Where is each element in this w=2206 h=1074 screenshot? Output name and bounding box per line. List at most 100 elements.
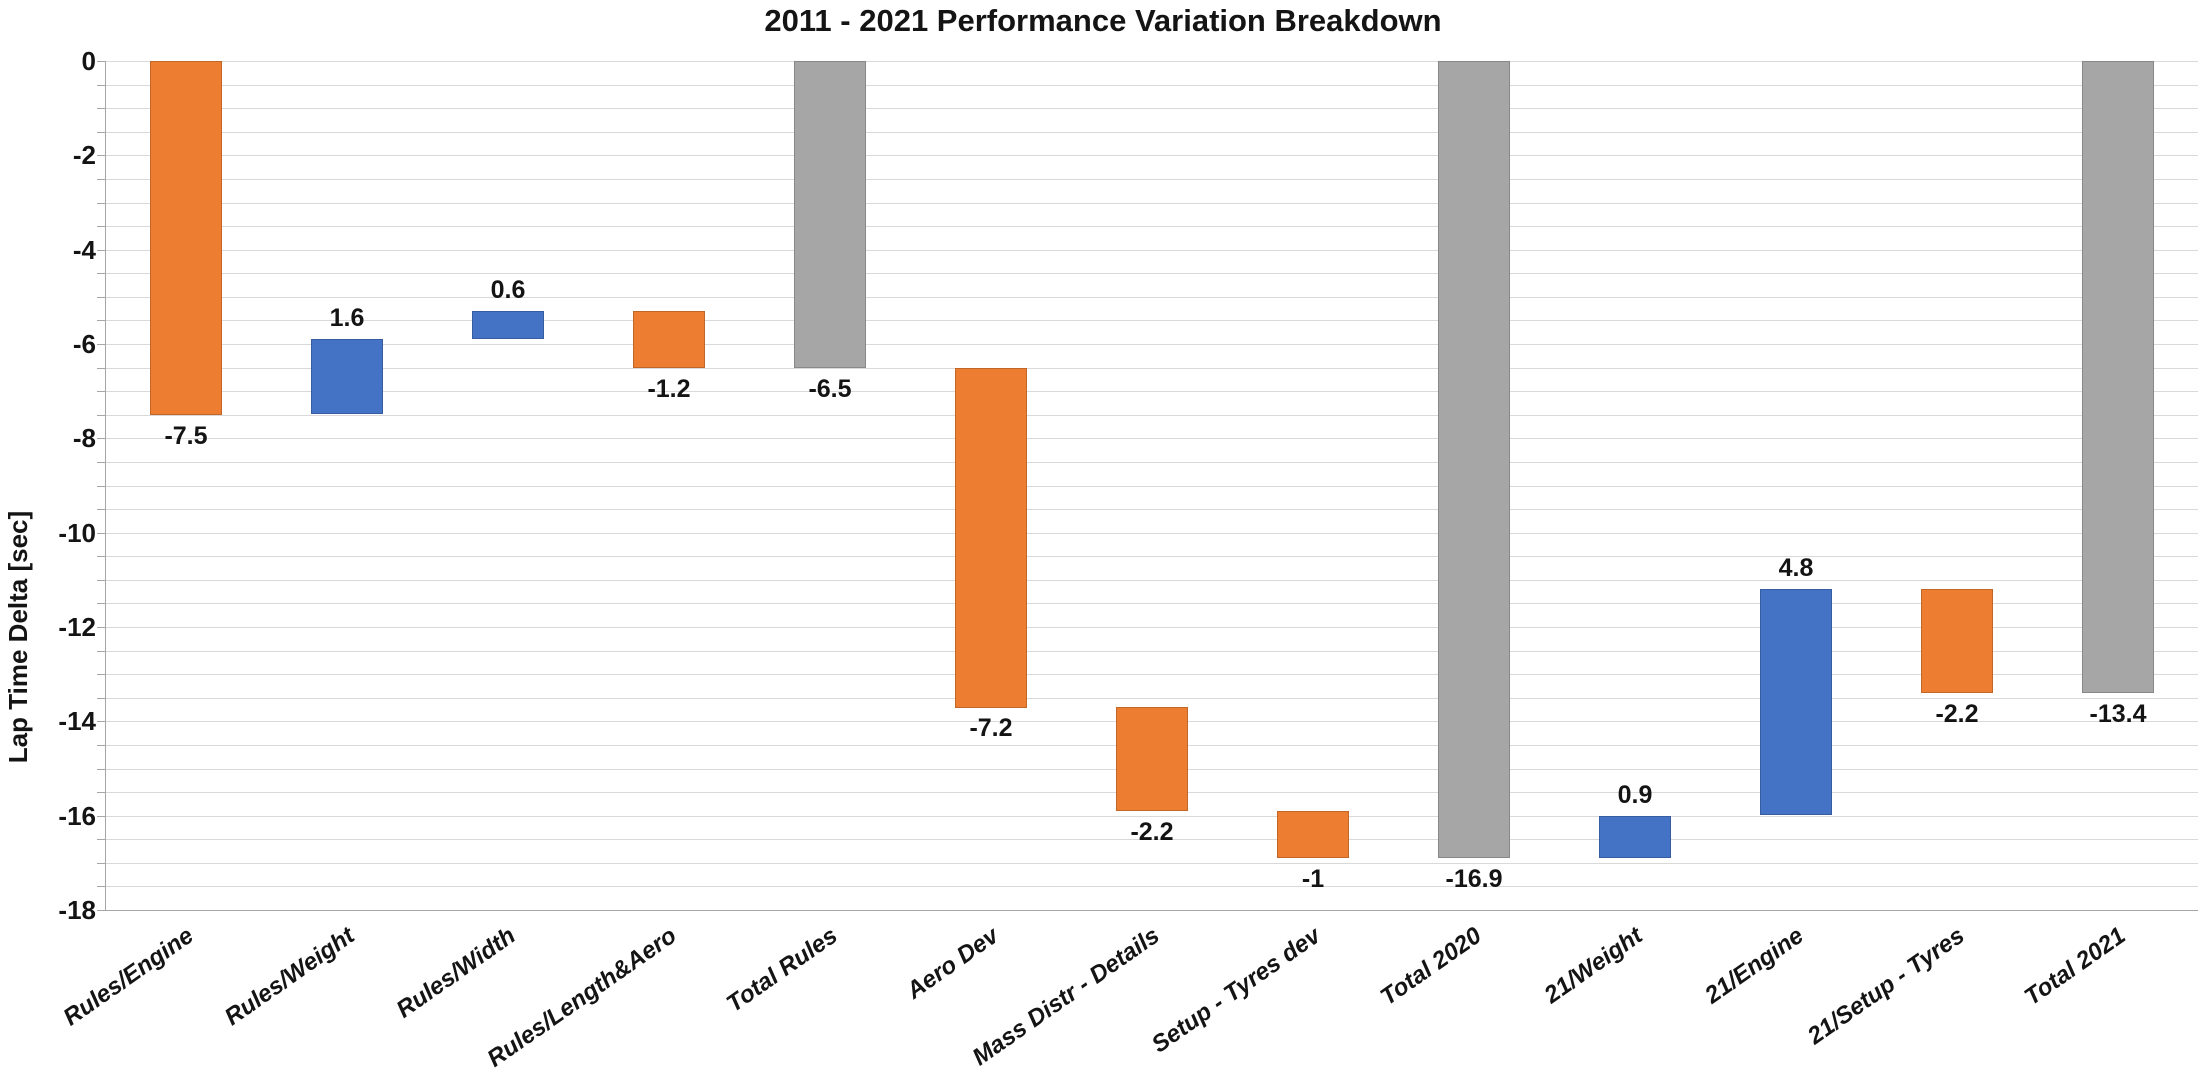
y-tick-mark bbox=[97, 462, 105, 463]
bar-rules-width bbox=[472, 311, 544, 339]
y-tick-mark bbox=[97, 627, 105, 628]
bar-total-2021 bbox=[2082, 61, 2154, 693]
bar-value-label: 4.8 bbox=[1778, 554, 1814, 582]
gridline bbox=[105, 320, 2198, 321]
y-tick-mark bbox=[97, 179, 105, 180]
y-tick-mark bbox=[97, 863, 105, 864]
y-tick-mark bbox=[97, 745, 105, 746]
y-tick-mark bbox=[97, 556, 105, 557]
gridline bbox=[105, 226, 2198, 227]
bar-rules-engine bbox=[150, 61, 222, 415]
bar-value-label: -6.5 bbox=[808, 375, 852, 403]
gridline bbox=[105, 839, 2198, 840]
gridline bbox=[105, 438, 2198, 439]
y-tick-mark bbox=[97, 320, 105, 321]
gridline bbox=[105, 627, 2198, 628]
y-tick-label: -10 bbox=[58, 518, 96, 548]
gridline bbox=[105, 462, 2198, 463]
y-tick-label: -6 bbox=[72, 329, 96, 359]
bar-21-engine bbox=[1760, 589, 1832, 815]
y-axis-line bbox=[105, 61, 106, 910]
bar-value-label: -2.2 bbox=[1935, 700, 1979, 728]
y-tick-mark bbox=[97, 391, 105, 392]
bar-total-2020 bbox=[1438, 61, 1510, 858]
bar-value-label: -7.5 bbox=[164, 422, 208, 450]
bar-value-label: -7.2 bbox=[969, 714, 1013, 742]
bar-value-label: -13.4 bbox=[2089, 700, 2147, 728]
gridline bbox=[105, 155, 2198, 156]
y-tick-mark bbox=[97, 438, 105, 439]
x-axis-line bbox=[105, 910, 2198, 911]
gridline bbox=[105, 344, 2198, 345]
gridline bbox=[105, 415, 2198, 416]
y-tick-mark bbox=[97, 816, 105, 817]
y-tick-mark bbox=[97, 273, 105, 274]
bar-21-setup-tyres bbox=[1921, 589, 1993, 693]
gridline bbox=[105, 61, 2198, 62]
y-tick-mark bbox=[97, 155, 105, 156]
gridline bbox=[105, 674, 2198, 675]
bar-setup-tyres-dev bbox=[1277, 811, 1349, 858]
y-tick-mark bbox=[97, 886, 105, 887]
gridline bbox=[105, 368, 2198, 369]
y-tick-label: -12 bbox=[58, 612, 96, 642]
gridline bbox=[105, 509, 2198, 510]
y-tick-mark bbox=[97, 651, 105, 652]
gridline bbox=[105, 698, 2198, 699]
y-tick-mark bbox=[97, 344, 105, 345]
gridline bbox=[105, 273, 2198, 274]
gridline bbox=[105, 391, 2198, 392]
y-tick-mark bbox=[97, 698, 105, 699]
gridline bbox=[105, 85, 2198, 86]
chart-title: 2011 - 2021 Performance Variation Breakd… bbox=[764, 3, 1442, 38]
bar-rules-length-aero bbox=[633, 311, 705, 368]
gridline bbox=[105, 863, 2198, 864]
bar-total-rules bbox=[794, 61, 866, 368]
y-tick-mark bbox=[97, 132, 105, 133]
bar-value-label: -16.9 bbox=[1445, 865, 1503, 893]
gridline bbox=[105, 580, 2198, 581]
y-tick-label: -2 bbox=[72, 140, 96, 170]
y-tick-mark bbox=[97, 85, 105, 86]
y-tick-mark bbox=[97, 61, 105, 62]
bar-rules-weight bbox=[311, 339, 383, 414]
y-tick-label: -8 bbox=[72, 423, 96, 453]
gridline bbox=[105, 603, 2198, 604]
gridline bbox=[105, 816, 2198, 817]
y-tick-mark bbox=[97, 203, 105, 204]
bar-mass-distr-details bbox=[1116, 707, 1188, 811]
gridline bbox=[105, 297, 2198, 298]
y-tick-mark bbox=[97, 580, 105, 581]
gridline bbox=[105, 651, 2198, 652]
y-tick-mark bbox=[97, 533, 105, 534]
y-tick-mark bbox=[97, 297, 105, 298]
gridline bbox=[105, 179, 2198, 180]
bar-value-label: -1.2 bbox=[647, 375, 691, 403]
y-tick-mark bbox=[97, 792, 105, 793]
y-tick-mark bbox=[97, 603, 105, 604]
y-tick-mark bbox=[97, 910, 105, 911]
y-tick-label: 0 bbox=[81, 46, 96, 76]
y-tick-label: -16 bbox=[58, 801, 96, 831]
y-tick-mark bbox=[97, 486, 105, 487]
gridline bbox=[105, 250, 2198, 251]
bar-value-label: 0.9 bbox=[1617, 781, 1653, 809]
gridline bbox=[105, 203, 2198, 204]
bar-21-weight bbox=[1599, 816, 1671, 858]
y-tick-mark bbox=[97, 415, 105, 416]
y-tick-mark bbox=[97, 250, 105, 251]
y-tick-mark bbox=[97, 721, 105, 722]
y-tick-mark bbox=[97, 839, 105, 840]
y-tick-label: -18 bbox=[58, 895, 96, 925]
y-tick-mark bbox=[97, 509, 105, 510]
gridline bbox=[105, 533, 2198, 534]
gridline bbox=[105, 132, 2198, 133]
y-tick-mark bbox=[97, 108, 105, 109]
gridline bbox=[105, 886, 2198, 887]
gridline bbox=[105, 556, 2198, 557]
bar-value-label: 1.6 bbox=[329, 304, 365, 332]
y-tick-label: -4 bbox=[72, 235, 96, 265]
bar-value-label: -2.2 bbox=[1130, 818, 1174, 846]
